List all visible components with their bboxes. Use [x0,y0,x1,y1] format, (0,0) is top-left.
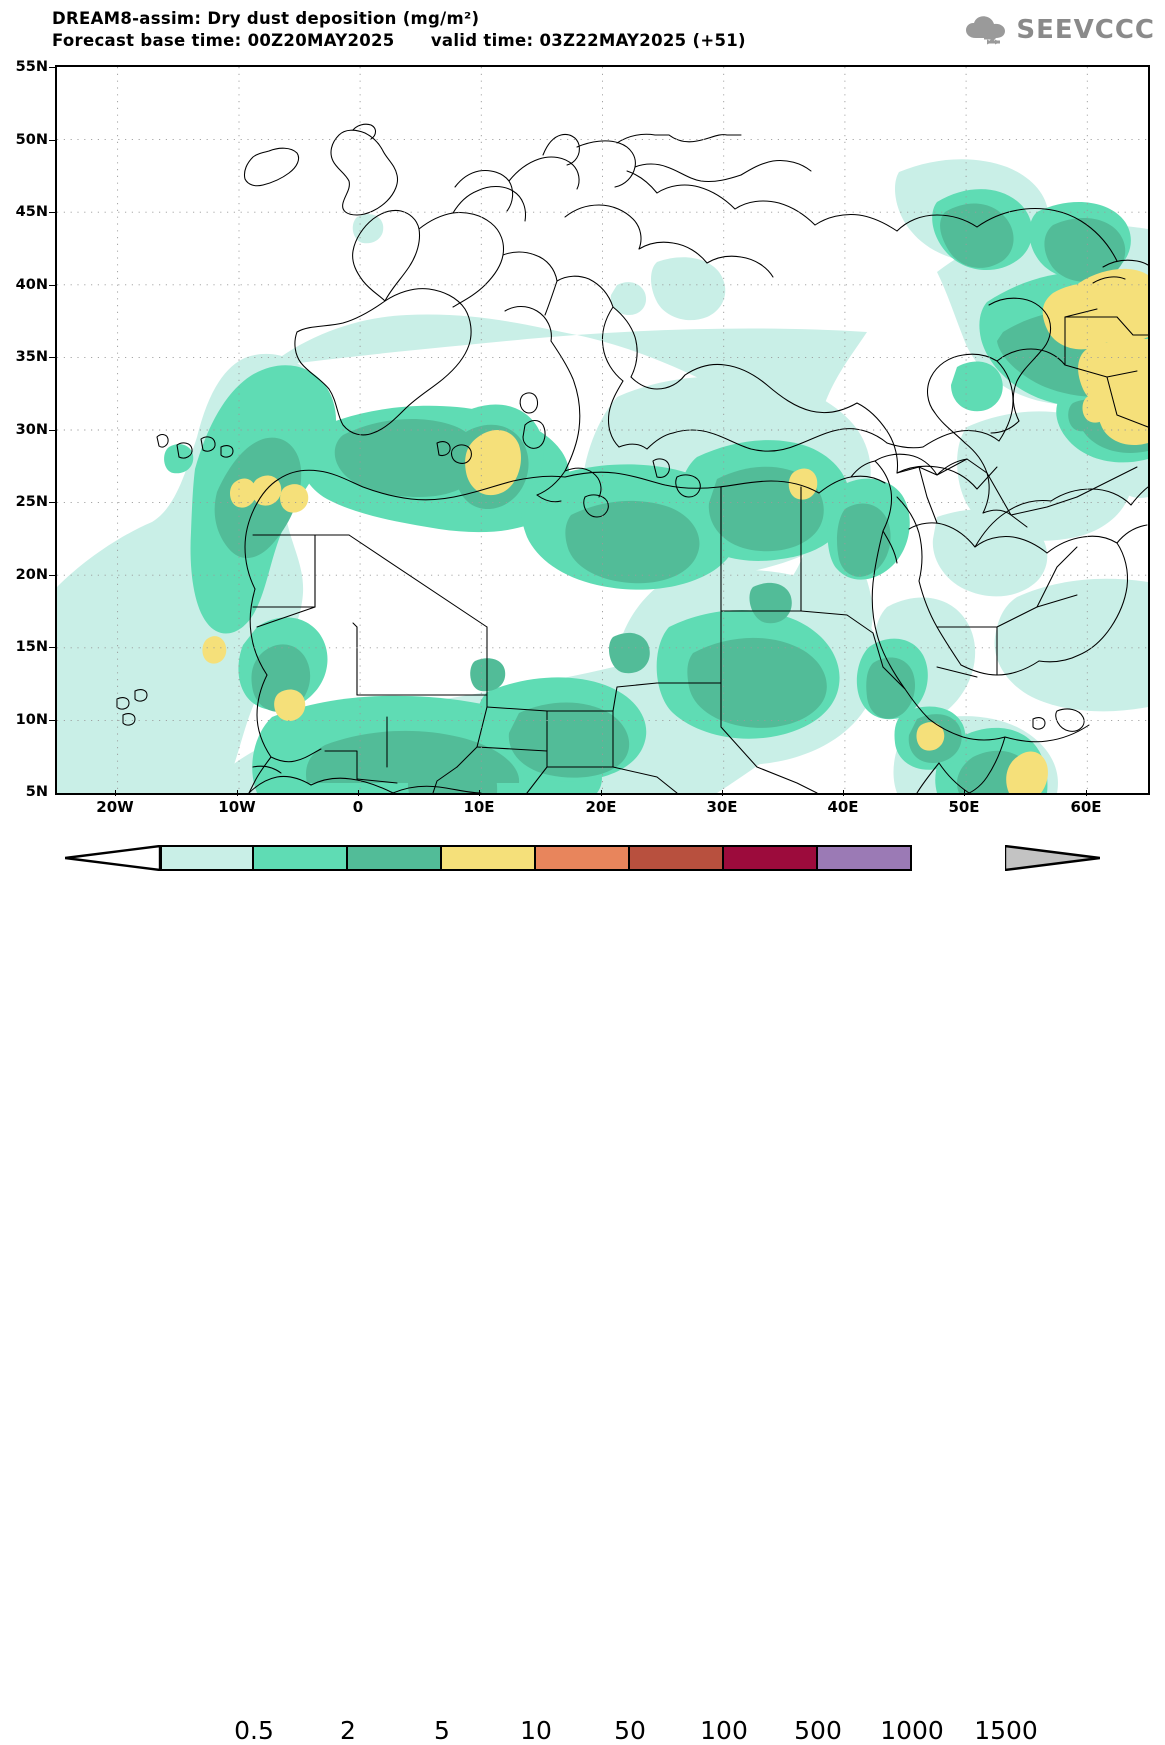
page-title: DREAM8-assim: Dry dust deposition (mg/m²… [52,9,480,28]
x-tick-50E: 50E [948,798,980,816]
x-tick-0: 0 [352,798,364,816]
y-tick-35N: 35N [15,349,48,365]
dust-deposition-map [57,67,1148,793]
x-tick-10E: 10E [463,798,495,816]
colorbar-tick-50: 50 [614,1716,646,1745]
x-tick-20W: 20W [96,798,134,816]
colorbar-swatches [160,845,1005,871]
cloud-icon [966,16,1006,45]
colorbar-tick-1500: 1500 [974,1716,1038,1745]
colorbar-swatch-100-500[interactable] [630,845,724,871]
colorbar-swatch-500-1000[interactable] [724,845,818,871]
colorbar-tick-0.5: 0.5 [234,1716,274,1745]
x-tick-30E: 30E [706,798,738,816]
logo-text: SEEVCCC [1016,15,1155,45]
colorbar-swatch-50-100[interactable] [536,845,630,871]
colorbar-swatch-0.5-2[interactable] [160,845,254,871]
colorbar-swatch-2-5[interactable] [254,845,348,871]
colorbar-tick-5: 5 [434,1716,450,1745]
y-tick-45N: 45N [15,204,48,220]
colorbar-swatch-10-50[interactable] [442,845,536,871]
colorbar-overflow-arrow [1005,845,1100,871]
y-tick-15N: 15N [15,639,48,655]
y-tick-55N: 55N [15,59,48,75]
y-tick-5N: 5N [25,784,48,800]
colorbar[interactable]: 0.5 2 5 10 50 100 500 1000 1500 [65,845,1100,1745]
colorbar-tick-100: 100 [700,1716,748,1745]
x-tick-10W: 10W [218,798,256,816]
y-tick-40N: 40N [15,277,48,293]
y-tick-20N: 20N [15,567,48,583]
colorbar-tick-1000: 1000 [880,1716,944,1745]
map-plot-area[interactable] [55,65,1150,795]
x-tick-40E: 40E [827,798,859,816]
dust-contour-5-10 [214,203,1148,793]
colorbar-swatch-5-10[interactable] [348,845,442,871]
y-tick-10N: 10N [15,712,48,728]
colorbar-tick-500: 500 [794,1716,842,1745]
colorbar-tick-2: 2 [340,1716,356,1745]
colorbar-swatch-1000-1500[interactable] [818,845,912,871]
y-tick-50N: 50N [15,132,48,148]
y-tick-25N: 25N [15,494,48,510]
seevccc-logo: SEEVCCC [964,10,1155,50]
coastlines-and-borders [116,123,1148,793]
colorbar-tick-10: 10 [520,1716,552,1745]
header: DREAM8-assim: Dry dust deposition (mg/m²… [0,0,1165,58]
colorbar-underflow-arrow [65,845,160,871]
x-tick-20E: 20E [585,798,617,816]
x-tick-60E: 60E [1070,798,1102,816]
forecast-time-subtitle: Forecast base time: 00Z20MAY2025 valid t… [52,31,746,50]
y-tick-30N: 30N [15,422,48,438]
